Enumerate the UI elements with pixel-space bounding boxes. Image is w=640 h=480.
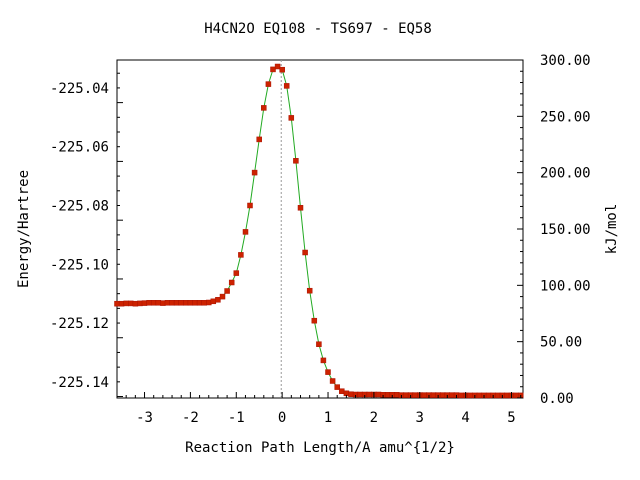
x-tick-label: 1 <box>324 410 332 426</box>
x-tick-label: 0 <box>278 410 286 426</box>
y2-axis-ticks: 0.00 50.00 100.00 150.00 200.00 250.00 300.00 <box>517 53 591 407</box>
data-point <box>375 391 382 398</box>
data-point <box>366 391 373 398</box>
data-point <box>123 300 129 307</box>
data-point <box>146 300 152 306</box>
data-point <box>403 392 409 398</box>
x-tick-label: 3 <box>416 410 424 426</box>
data-point <box>329 378 336 384</box>
data-point <box>247 202 253 209</box>
data-point <box>476 392 483 399</box>
data-point <box>513 392 519 399</box>
data-point <box>141 300 148 306</box>
y-axis-ticks: -225.04 -225.06 -225.08 -225.10 -225.12 -225.… <box>50 72 123 398</box>
y2-tick-label: 300.00 <box>540 53 591 69</box>
y-tick-label: -225.06 <box>50 140 109 156</box>
data-point <box>504 392 510 399</box>
data-point <box>348 391 354 397</box>
y-tick-label: -225.12 <box>50 316 109 332</box>
data-point <box>251 169 258 176</box>
data-point <box>270 66 276 73</box>
data-point <box>297 205 304 211</box>
data-point <box>316 341 322 347</box>
data-point <box>430 392 437 398</box>
data-point <box>334 384 340 390</box>
y-tick-label: -225.08 <box>50 198 109 214</box>
data-point <box>412 392 418 398</box>
y2-tick-label: 50.00 <box>540 335 582 351</box>
data-point <box>302 249 308 256</box>
data-point <box>118 300 125 307</box>
x-axis-label: Reaction Path Length/A amu^{1/2} <box>185 440 455 456</box>
y2-tick-label: 150.00 <box>540 222 591 238</box>
data-point <box>394 392 400 398</box>
x-tick-label: -3 <box>136 410 153 426</box>
data-point <box>256 136 262 143</box>
data-point <box>164 300 171 306</box>
data-point <box>279 66 285 73</box>
data-point <box>196 300 203 306</box>
data-point <box>192 300 198 306</box>
data-point <box>183 300 189 306</box>
data-point <box>384 392 391 398</box>
data-point <box>265 81 272 87</box>
data-point <box>306 287 313 294</box>
data-point <box>439 392 446 398</box>
y2-axis-label: kJ/mol <box>604 204 620 255</box>
data-point <box>128 300 134 307</box>
data-points <box>114 63 524 399</box>
data-point <box>283 83 290 89</box>
x-tick-label: 2 <box>370 410 378 426</box>
data-point <box>357 391 363 398</box>
data-point <box>114 300 120 307</box>
data-point <box>485 392 492 399</box>
data-point <box>219 293 226 300</box>
data-point <box>421 392 428 398</box>
data-point <box>467 392 473 399</box>
data-point <box>160 300 166 306</box>
data-point <box>137 300 143 307</box>
y-tick-label: -225.04 <box>50 81 109 97</box>
data-point <box>155 300 162 306</box>
data-point <box>320 357 327 364</box>
data-point <box>261 105 267 111</box>
data-point <box>201 300 207 306</box>
data-point <box>210 298 217 305</box>
data-point <box>242 229 249 235</box>
x-tick-label: -2 <box>182 410 199 426</box>
y2-tick-label: 0.00 <box>540 391 574 407</box>
chart-title: H4CN2O EQ108 - TS697 - EQ58 <box>204 21 432 37</box>
data-point <box>228 279 235 286</box>
y-tick-label: -225.10 <box>50 257 109 273</box>
y2-tick-label: 250.00 <box>540 109 591 125</box>
data-point <box>224 288 230 294</box>
data-point <box>458 392 464 399</box>
y-tick-label: -225.14 <box>50 375 109 391</box>
data-point <box>288 115 295 121</box>
data-point <box>339 388 345 394</box>
data-point <box>274 63 281 70</box>
data-point <box>233 270 240 276</box>
data-point <box>178 300 184 306</box>
data-point <box>238 252 244 258</box>
x-tick-label: -1 <box>228 410 245 426</box>
data-point <box>173 300 180 306</box>
data-point <box>311 317 318 324</box>
data-point <box>325 369 331 375</box>
y2-tick-label: 200.00 <box>540 166 591 182</box>
y-axis-label: Energy/Hartree <box>16 170 32 288</box>
y2-tick-label: 100.00 <box>540 278 591 294</box>
data-point <box>495 392 501 399</box>
data-point <box>293 158 299 164</box>
x-tick-label: 4 <box>461 410 469 426</box>
data-point <box>215 297 221 303</box>
data-point <box>187 300 194 306</box>
x-tick-label: 5 <box>507 410 515 426</box>
data-point <box>449 392 455 398</box>
x-axis-ticks: -3 -2 -1 0 1 2 3 4 5 <box>116 392 522 426</box>
data-point <box>150 300 157 306</box>
